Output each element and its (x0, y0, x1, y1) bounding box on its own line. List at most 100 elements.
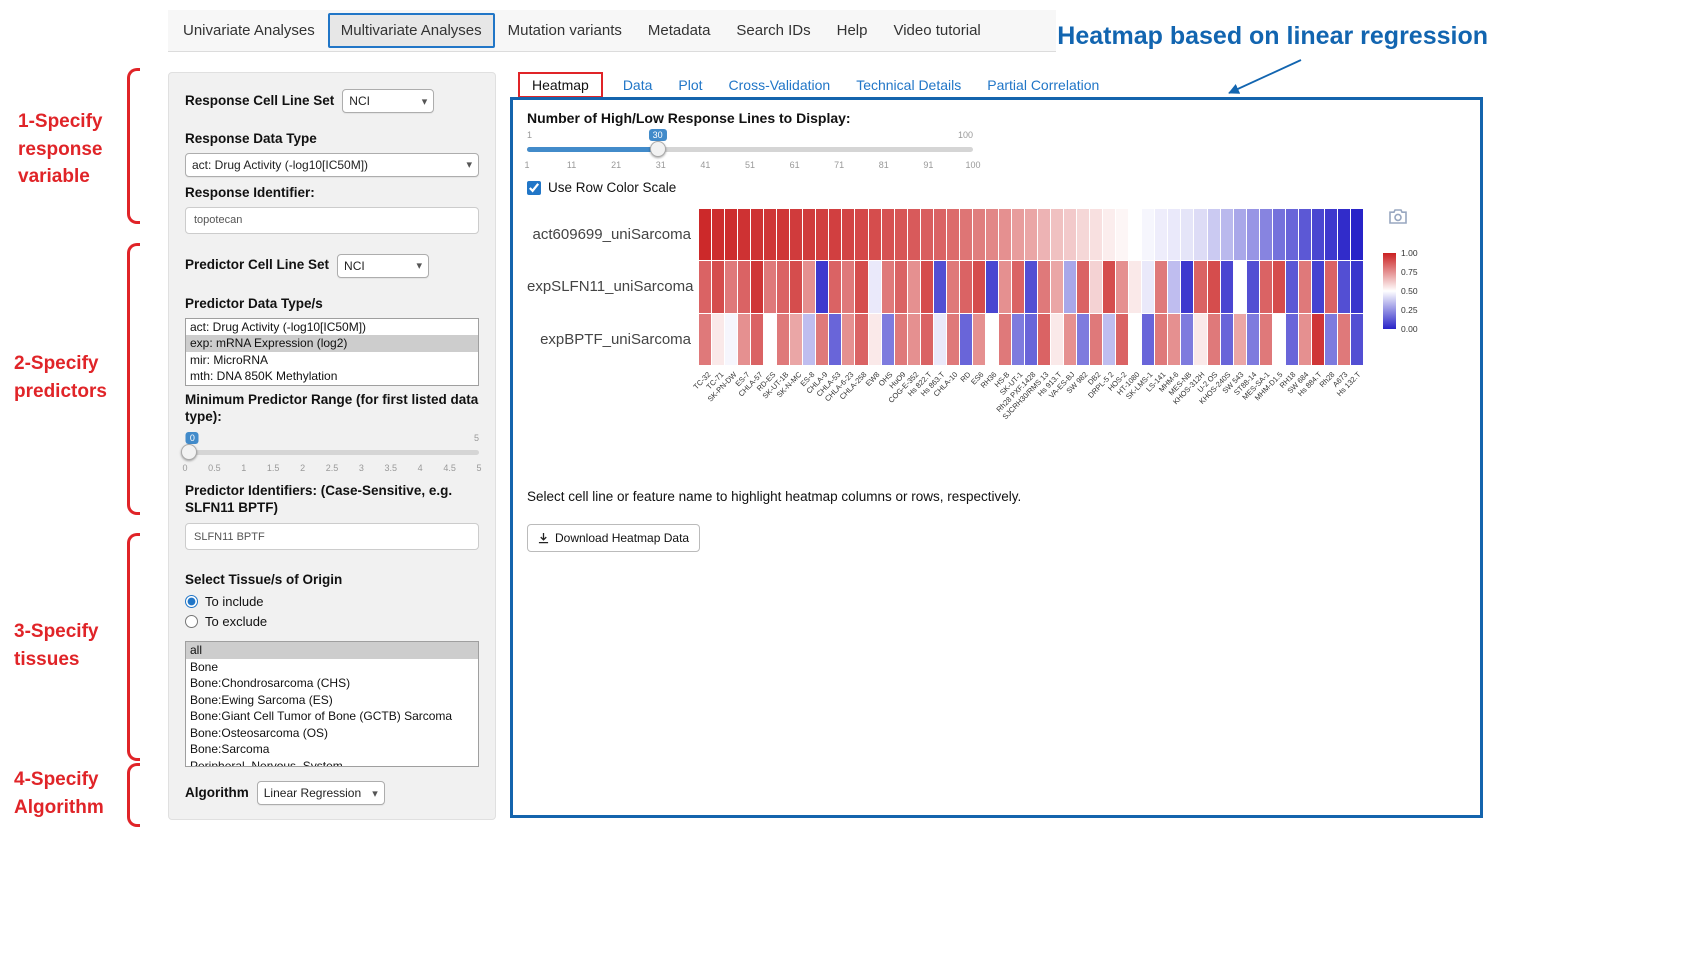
heatmap-cell[interactable] (738, 261, 751, 313)
heatmap-cell[interactable] (725, 209, 738, 261)
heatmap-cell[interactable] (1090, 209, 1103, 261)
heatmap-cell[interactable] (1194, 261, 1207, 313)
heatmap-cell[interactable] (1337, 261, 1350, 313)
heatmap-cell[interactable] (894, 261, 907, 313)
heatmap-cell[interactable] (1103, 261, 1116, 313)
heatmap-cell[interactable] (1259, 313, 1272, 365)
heatmap-cell[interactable] (842, 261, 855, 313)
heatmap-cell[interactable] (1311, 209, 1324, 261)
heatmap-cell[interactable] (712, 209, 725, 261)
heatmap-cell[interactable] (1350, 261, 1363, 313)
heatmap-cell[interactable] (946, 313, 959, 365)
heatmap-cell[interactable] (1350, 209, 1363, 261)
heatmap-cell[interactable] (1038, 261, 1051, 313)
tissue-exclude-row[interactable]: To exclude (185, 614, 479, 629)
heatmap-row-label[interactable]: expBPTF_uniSarcoma (540, 330, 691, 348)
heatmap-cell[interactable] (712, 261, 725, 313)
heatmap-cell[interactable] (764, 261, 777, 313)
heatmap-cell[interactable] (790, 261, 803, 313)
heatmap-cell[interactable] (1220, 313, 1233, 365)
heatmap-cell[interactable] (1337, 313, 1350, 365)
heatmap-cell[interactable] (1129, 313, 1142, 365)
heatmap-cell[interactable] (1246, 209, 1259, 261)
heatmap-cell[interactable] (777, 313, 790, 365)
heatmap-cell[interactable] (1011, 261, 1024, 313)
heatmap-cell[interactable] (725, 261, 738, 313)
heatmap-cell[interactable] (803, 261, 816, 313)
tab-cross-validation[interactable]: Cross-Validation (728, 77, 831, 93)
heatmap-cell[interactable] (1298, 209, 1311, 261)
tab-data[interactable]: Data (622, 77, 653, 93)
heatmap-cell[interactable] (907, 261, 920, 313)
heatmap-cell[interactable] (933, 313, 946, 365)
heatmap-cell[interactable] (751, 261, 764, 313)
heatmap-cell[interactable] (868, 261, 881, 313)
heatmap-cell[interactable] (1155, 209, 1168, 261)
heatmap-cell[interactable] (803, 209, 816, 261)
heatmap-cell[interactable] (699, 313, 712, 365)
heatmap-cell[interactable] (894, 313, 907, 365)
predictor-cell-line-set-select[interactable]: NCI ▾ (337, 253, 430, 278)
heatmap-cell[interactable] (985, 261, 998, 313)
heatmap-cell[interactable] (1298, 261, 1311, 313)
tissue-exclude-radio[interactable] (185, 615, 198, 628)
heatmap-cell[interactable] (764, 313, 777, 365)
heatmap-cell[interactable] (816, 313, 829, 365)
heatmap-cell[interactable] (998, 261, 1011, 313)
tab-technical-details[interactable]: Technical Details (856, 77, 962, 93)
tissue-option[interactable]: Bone:Giant Cell Tumor of Bone (GCTB) Sar… (190, 709, 453, 723)
heatmap-cell[interactable] (855, 313, 868, 365)
tissue-option[interactable]: Bone (190, 659, 219, 674)
heatmap-cell[interactable] (738, 313, 751, 365)
predictor-identifiers-input[interactable] (185, 523, 479, 551)
heatmap-cell[interactable] (1024, 261, 1038, 313)
heatmap-cell[interactable] (1246, 261, 1259, 313)
heatmap-cell[interactable] (1285, 209, 1298, 261)
lines-slider-track[interactable] (527, 147, 973, 152)
row-color-scale-checkbox[interactable] (527, 180, 541, 195)
heatmap-cell[interactable] (1155, 261, 1168, 313)
heatmap-cell[interactable] (972, 261, 985, 313)
heatmap-cell[interactable] (985, 209, 998, 261)
heatmap-row-label[interactable]: act609699_uniSarcoma (532, 226, 691, 243)
heatmap-cell[interactable] (1324, 313, 1337, 365)
heatmap-cell[interactable] (1090, 261, 1103, 313)
heatmap-cell[interactable] (829, 261, 842, 313)
heatmap-cell[interactable] (1246, 313, 1259, 365)
heatmap-cell[interactable] (777, 261, 790, 313)
heatmap-cell[interactable] (946, 261, 959, 313)
heatmap-cell[interactable] (1259, 209, 1272, 261)
heatmap-cell[interactable] (959, 313, 972, 365)
heatmap-cell[interactable] (1233, 261, 1246, 313)
heatmap-cell[interactable] (1155, 313, 1168, 365)
heatmap-cell[interactable] (972, 209, 985, 261)
heatmap-cell[interactable] (842, 209, 855, 261)
camera-icon[interactable] (1389, 209, 1407, 229)
heatmap-cell[interactable] (1129, 261, 1142, 313)
range-slider-track[interactable] (185, 450, 479, 456)
heatmap-cell[interactable] (1207, 313, 1220, 365)
response-cell-line-set-select[interactable]: NCI ▾ (342, 89, 435, 113)
heatmap-cell[interactable] (1064, 261, 1077, 313)
heatmap-cell[interactable] (959, 209, 972, 261)
range-slider-handle[interactable] (181, 444, 198, 461)
heatmap-cell[interactable] (1272, 209, 1285, 261)
heatmap-cell[interactable] (1168, 313, 1181, 365)
heatmap-cell[interactable] (1142, 313, 1155, 365)
heatmap-cell[interactable] (751, 209, 764, 261)
heatmap-cell[interactable] (1103, 313, 1116, 365)
heatmap-cell[interactable] (777, 209, 790, 261)
heatmap-cell[interactable] (1350, 313, 1363, 365)
heatmap-cell[interactable] (1233, 313, 1246, 365)
nav-item-help[interactable]: Help (836, 22, 868, 39)
tissue-option[interactable]: Bone:Osteosarcoma (OS) (190, 725, 329, 740)
heatmap-cell[interactable] (1220, 261, 1233, 313)
heatmap-cell[interactable] (816, 261, 829, 313)
predictor-data-type-option[interactable]: act: Drug Activity (-log10[IC50M]) (190, 319, 367, 334)
heatmap-cell[interactable] (1038, 209, 1051, 261)
heatmap-cell[interactable] (764, 209, 777, 261)
heatmap-cell[interactable] (1181, 261, 1194, 313)
heatmap-cell[interactable] (1207, 261, 1220, 313)
predictor-data-type-option[interactable]: exp: mRNA Expression (log2) (186, 335, 478, 352)
heatmap-cell[interactable] (725, 313, 738, 365)
